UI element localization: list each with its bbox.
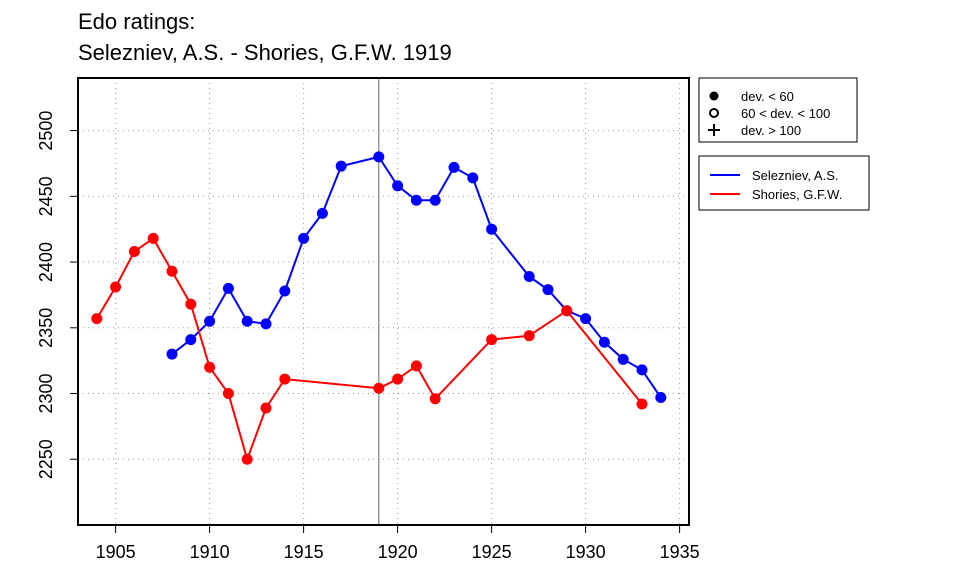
data-point-selezniev-a-s xyxy=(486,223,498,235)
data-point-shories-g-f-w xyxy=(260,402,272,414)
legend-label-selezniev: Selezniev, A.S. xyxy=(752,168,838,183)
x-tick-label: 1915 xyxy=(284,542,324,562)
data-point-shories-g-f-w xyxy=(636,398,648,410)
deviation-legend: dev. < 60 60 < dev. < 100 dev. > 100 xyxy=(698,77,858,143)
open-circle-icon xyxy=(709,108,719,118)
series-shories-g-f-w xyxy=(91,232,648,465)
data-point-selezniev-a-s xyxy=(222,282,234,294)
y-tick-label: 2450 xyxy=(36,176,56,216)
y-tick-label: 2500 xyxy=(36,111,56,151)
data-point-selezniev-a-s xyxy=(448,161,460,173)
y-tick-label: 2400 xyxy=(36,242,56,282)
axes-layer: 1905 1910 1915 1920 1925 1930 1935 2250 2300 2350… xyxy=(36,111,700,562)
data-point-selezniev-a-s xyxy=(335,160,347,172)
data-point-selezniev-a-s xyxy=(598,336,610,348)
data-point-shories-g-f-w xyxy=(185,298,197,310)
data-point-selezniev-a-s xyxy=(429,194,441,206)
series-legend: Selezniev, A.S. Shories, G.F.W. xyxy=(698,155,870,211)
data-point-shories-g-f-w xyxy=(204,361,216,373)
data-point-shories-g-f-w xyxy=(91,313,103,325)
data-point-selezniev-a-s xyxy=(241,315,253,327)
series-legend-box xyxy=(698,155,870,211)
data-point-selezniev-a-s xyxy=(260,318,272,330)
data-point-selezniev-a-s xyxy=(542,284,554,296)
data-point-selezniev-a-s xyxy=(467,172,479,184)
legend-dev-lt-60: dev. < 60 xyxy=(741,89,794,104)
legend-label-shories: Shories, G.F.W. xyxy=(752,187,842,202)
chart-subtitle: Selezniev, A.S. - Shories, G.F.W. 1919 xyxy=(78,40,452,65)
data-point-shories-g-f-w xyxy=(147,232,159,244)
data-point-selezniev-a-s xyxy=(279,285,291,297)
data-point-shories-g-f-w xyxy=(279,373,291,385)
x-tick-label: 1925 xyxy=(472,542,512,562)
data-point-shories-g-f-w xyxy=(241,453,253,465)
data-point-selezniev-a-s xyxy=(185,334,197,346)
data-point-shories-g-f-w xyxy=(373,382,385,394)
series-selezniev-a-s xyxy=(166,151,667,403)
data-point-shories-g-f-w xyxy=(523,330,535,342)
data-point-selezniev-a-s xyxy=(617,353,629,365)
data-point-selezniev-a-s xyxy=(636,364,648,376)
data-point-selezniev-a-s xyxy=(392,180,404,192)
legend-dev-60-100: 60 < dev. < 100 xyxy=(741,106,830,121)
deviation-legend-box xyxy=(698,77,858,143)
x-tick-label: 1930 xyxy=(566,542,606,562)
data-point-shories-g-f-w xyxy=(128,246,140,258)
data-point-shories-g-f-w xyxy=(410,360,422,372)
data-point-shories-g-f-w xyxy=(222,388,234,400)
data-point-shories-g-f-w xyxy=(486,334,498,346)
data-point-selezniev-a-s xyxy=(523,271,535,283)
data-point-shories-g-f-w xyxy=(561,305,573,317)
data-point-selezniev-a-s xyxy=(316,207,328,219)
x-tick-label: 1935 xyxy=(660,542,700,562)
x-tick-label: 1920 xyxy=(378,542,418,562)
data-point-selezniev-a-s xyxy=(373,151,385,163)
x-tick-label: 1910 xyxy=(190,542,230,562)
data-point-shories-g-f-w xyxy=(166,265,178,277)
y-tick-label: 2300 xyxy=(36,374,56,414)
y-tick-label: 2350 xyxy=(36,308,56,348)
grid-lines xyxy=(78,78,689,525)
filled-circle-icon xyxy=(709,91,719,101)
data-point-selezniev-a-s xyxy=(298,232,310,244)
data-point-selezniev-a-s xyxy=(410,194,422,206)
data-point-selezniev-a-s xyxy=(166,348,178,360)
chart-title: Edo ratings: xyxy=(78,9,195,34)
data-point-shories-g-f-w xyxy=(429,393,441,405)
data-point-shories-g-f-w xyxy=(392,373,404,385)
data-point-shories-g-f-w xyxy=(110,281,122,293)
plot-frame xyxy=(77,77,690,526)
legend-dev-gt-100: dev. > 100 xyxy=(741,123,801,138)
data-point-selezniev-a-s xyxy=(580,313,592,325)
data-point-selezniev-a-s xyxy=(204,315,216,327)
data-point-selezniev-a-s xyxy=(655,391,667,403)
x-tick-label: 1905 xyxy=(96,542,136,562)
y-tick-label: 2250 xyxy=(36,439,56,479)
series-layer xyxy=(91,151,667,465)
